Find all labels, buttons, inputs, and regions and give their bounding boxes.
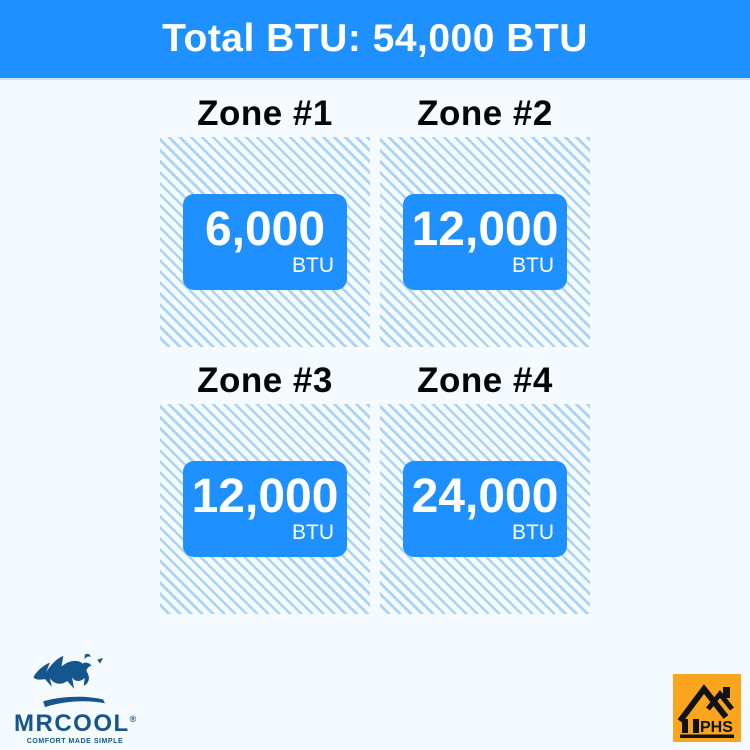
zone-1-btu-value: 6,000 bbox=[204, 202, 326, 256]
zone-4-hatch-panel: 24,000 BTU bbox=[380, 404, 590, 614]
zone-2-hatch-panel: 12,000 BTU bbox=[380, 137, 590, 347]
zone-3-hatch-panel: 12,000 BTU bbox=[160, 404, 370, 614]
zone-3: Zone #3 12,000 BTU bbox=[160, 357, 370, 614]
zone-3-btu-unit: BTU bbox=[292, 521, 334, 545]
zone-1-btu-unit: BTU bbox=[292, 254, 334, 278]
zone-row-top: Zone #1 6,000 BTU Zone #2 12,000 BTU bbox=[160, 90, 590, 347]
header-banner: Total BTU: 54,000 BTU bbox=[0, 0, 750, 80]
zone-2-btu-value: 12,000 bbox=[411, 202, 559, 256]
zone-3-btu-value: 12,000 bbox=[191, 469, 339, 523]
mrcool-polar-bear-icon bbox=[33, 653, 105, 708]
zone-4: Zone #4 24,000 BTU bbox=[380, 357, 590, 614]
zone-2-btu-badge: 12,000 BTU bbox=[403, 194, 567, 290]
mrcool-wordmark: MRCOOL® bbox=[14, 712, 136, 736]
zone-4-btu-badge: 24,000 BTU bbox=[403, 461, 567, 557]
zone-2-title: Zone #2 bbox=[417, 93, 553, 133]
zone-1: Zone #1 6,000 BTU bbox=[160, 90, 370, 347]
mrcool-tagline: COMFORT MADE SIMPLE bbox=[26, 738, 124, 745]
mrcool-logo: MRCOOL® COMFORT MADE SIMPLE bbox=[14, 653, 136, 745]
registered-trademark-symbol: ® bbox=[129, 714, 137, 724]
zone-2: Zone #2 12,000 BTU bbox=[380, 90, 590, 347]
zone-grid: Zone #1 6,000 BTU Zone #2 12,000 BTU Zon… bbox=[0, 82, 750, 614]
phs-underline bbox=[680, 734, 734, 738]
zone-4-btu-value: 24,000 bbox=[411, 469, 559, 523]
zone-row-bottom: Zone #3 12,000 BTU Zone #4 24,000 BTU bbox=[160, 357, 590, 614]
mrcool-wordmark-text: MRCOOL bbox=[14, 710, 130, 737]
total-btu-title: Total BTU: 54,000 BTU bbox=[162, 17, 588, 60]
zone-1-title: Zone #1 bbox=[197, 93, 333, 133]
phs-house-roof-icon bbox=[677, 684, 734, 733]
zone-3-btu-badge: 12,000 BTU bbox=[183, 461, 347, 557]
zone-1-hatch-panel: 6,000 BTU bbox=[160, 137, 370, 347]
zone-3-title: Zone #3 bbox=[197, 360, 333, 400]
zone-4-btu-unit: BTU bbox=[512, 521, 554, 545]
zone-2-btu-unit: BTU bbox=[512, 254, 554, 278]
zone-1-btu-badge: 6,000 BTU bbox=[183, 194, 347, 290]
zone-4-title: Zone #4 bbox=[417, 360, 553, 400]
phs-logo: PHS bbox=[673, 674, 741, 742]
phs-label: PHS bbox=[700, 719, 733, 736]
